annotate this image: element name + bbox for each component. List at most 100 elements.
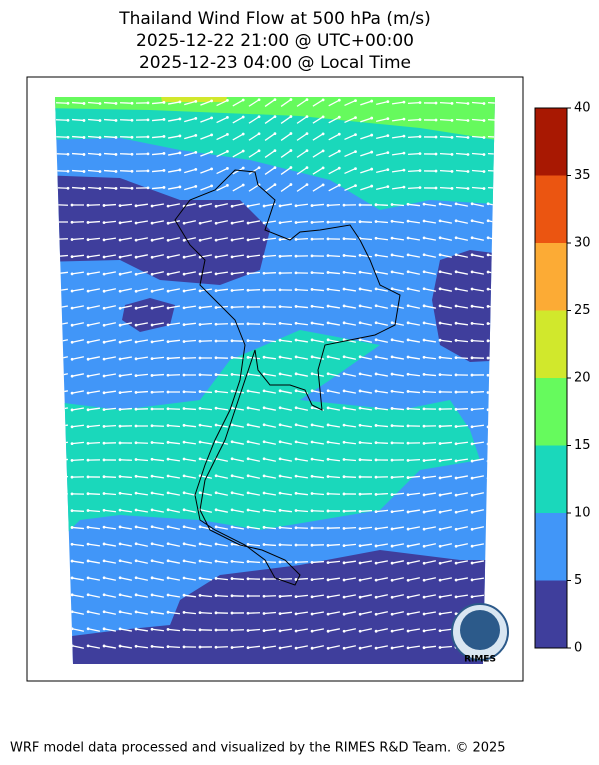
wind-arrow (439, 220, 453, 224)
arrow-head (358, 595, 362, 599)
wind-arrow (311, 645, 325, 649)
arrow-head (86, 542, 90, 546)
wind-arrow (407, 356, 421, 360)
arrow-head (418, 101, 422, 105)
arrow-head (374, 253, 378, 257)
wind-arrow (407, 611, 421, 615)
arrow-head (134, 627, 138, 631)
arrow-head (134, 238, 138, 242)
arrow-head (166, 204, 170, 208)
arrow-head (342, 321, 346, 325)
arrow-head (98, 102, 102, 105)
arrow-head (194, 116, 198, 120)
arrow-head (230, 238, 234, 242)
arrow-head (230, 457, 234, 461)
wind-arrow (423, 339, 437, 343)
arrow-head (358, 270, 362, 274)
arrow-head (434, 101, 438, 105)
arrow-head (214, 491, 218, 495)
arrow-head (358, 287, 362, 291)
arrow-head (198, 323, 202, 326)
arrow-head (289, 166, 293, 169)
wind-arrow (343, 526, 357, 530)
wind-arrow (423, 305, 437, 309)
wind-arrow (471, 254, 485, 258)
wind-arrow (359, 560, 373, 564)
arrow-head (278, 372, 282, 376)
wind-arrow (263, 526, 277, 530)
country-outline (174, 169, 401, 586)
wind-arrow (119, 373, 133, 377)
wind-arrow (455, 203, 469, 207)
arrow-head (342, 578, 346, 582)
arrow-head (310, 423, 314, 427)
arrow-head (374, 578, 378, 582)
arrow-head (422, 202, 426, 206)
wind-arrow (327, 543, 341, 547)
wind-arrow (295, 527, 309, 529)
colorbar-tick-label: 35 (574, 168, 591, 183)
arrow-head (310, 526, 314, 530)
arrow-head (354, 167, 357, 170)
wind-arrow (71, 611, 85, 615)
wind-arrow (167, 288, 181, 292)
arrow-head (150, 255, 154, 259)
wind-arrow (247, 628, 261, 632)
arrow-head (166, 323, 170, 327)
arrow-head (246, 542, 250, 546)
wind-arrow (151, 186, 165, 190)
arrow-head (273, 183, 277, 186)
arrow-head (470, 356, 474, 360)
wind-arrow (135, 390, 149, 394)
arrow-head (98, 136, 102, 139)
wind-arrow (312, 116, 324, 124)
arrow-head (246, 646, 250, 650)
wind-arrow (103, 254, 117, 258)
wind-arrow (343, 288, 357, 292)
wind-arrow (247, 339, 261, 343)
arrow-head (370, 99, 374, 103)
wind-arrow (199, 407, 213, 411)
arrow-head (358, 646, 362, 650)
arrow-head (70, 255, 74, 259)
arrow-head (374, 389, 378, 393)
arrow-head (438, 459, 442, 463)
wind-arrow (311, 510, 325, 512)
wind-arrow (423, 356, 437, 360)
arrow-head (454, 373, 458, 377)
wind-arrow (135, 442, 149, 444)
wind-arrow (391, 509, 405, 513)
arrow-head (182, 323, 186, 327)
wind-arrow (407, 322, 421, 326)
arrow-head (470, 373, 474, 377)
wind-arrow (343, 356, 357, 360)
wind-arrow (455, 305, 469, 309)
arrow-head (294, 204, 298, 208)
arrow-head (454, 476, 458, 480)
arrow-head (289, 98, 293, 101)
arrow-head (278, 543, 282, 547)
wind-arrow (471, 560, 485, 564)
arrow-head (118, 238, 122, 242)
wind-arrow (119, 237, 133, 241)
wind-arrow (264, 99, 276, 107)
arrow-head (434, 118, 438, 122)
wind-arrow (263, 373, 277, 377)
arrow-head (422, 510, 426, 514)
wind-arrow (455, 509, 469, 513)
arrow-head (390, 321, 394, 325)
wind-arrow (375, 577, 389, 581)
wind-arrow (439, 271, 453, 275)
arrow-head (326, 629, 330, 633)
arrow-head (262, 322, 266, 326)
wind-arrow (119, 543, 133, 547)
wind-arrow (471, 526, 485, 530)
arrow-head (326, 509, 330, 513)
arrow-head (102, 272, 106, 276)
arrow-head (230, 542, 234, 546)
arrow-head (182, 390, 186, 394)
arrow-head (178, 151, 182, 155)
arrow-head (118, 644, 122, 648)
arrow-head (182, 340, 186, 343)
